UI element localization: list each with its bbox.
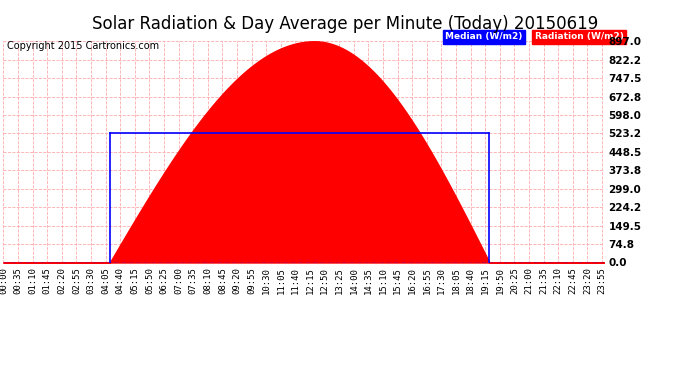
Text: Radiation (W/m2): Radiation (W/m2) [535, 32, 624, 41]
Text: Copyright 2015 Cartronics.com: Copyright 2015 Cartronics.com [7, 41, 159, 51]
Text: Median (W/m2): Median (W/m2) [445, 32, 522, 41]
Text: Solar Radiation & Day Average per Minute (Today) 20150619: Solar Radiation & Day Average per Minute… [92, 15, 598, 33]
